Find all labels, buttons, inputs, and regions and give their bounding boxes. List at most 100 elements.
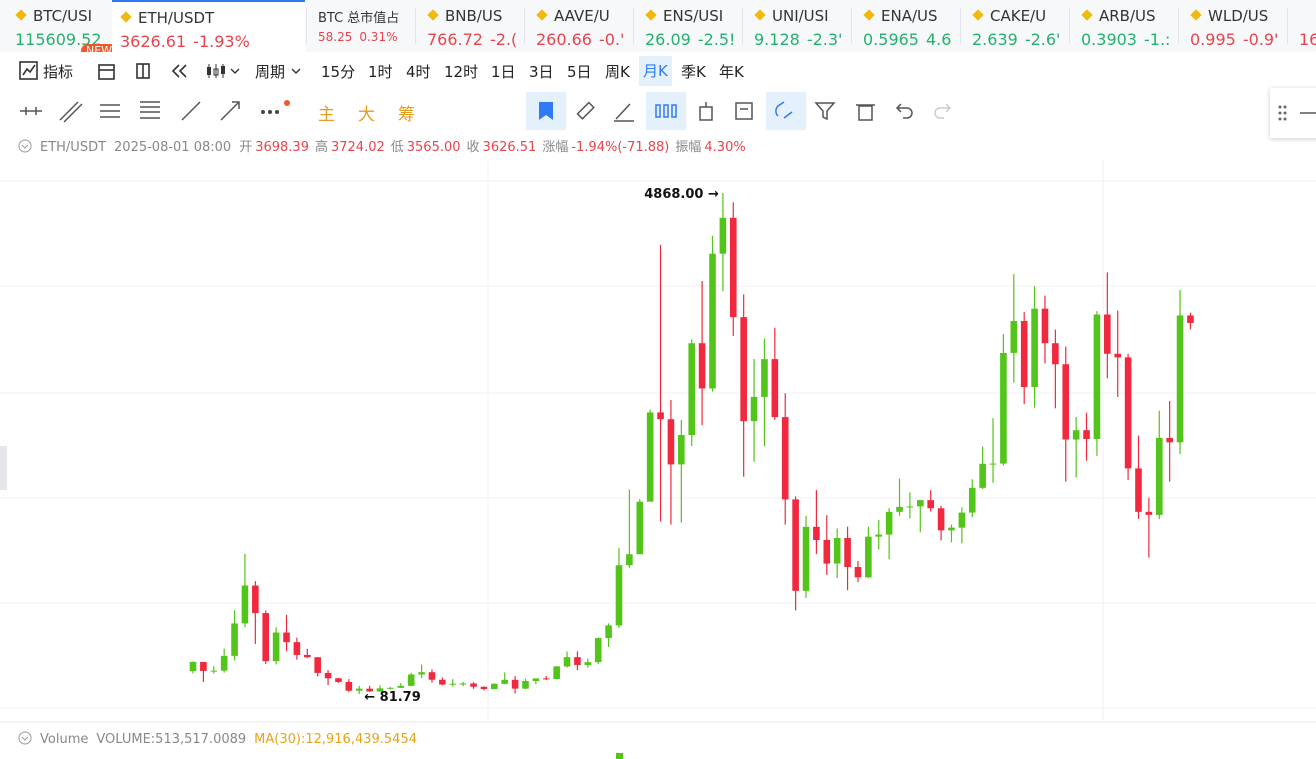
tool-arrow[interactable]: [220, 101, 240, 121]
candle-body: [636, 501, 644, 555]
ticker[interactable]: 16: [1291, 0, 1316, 52]
ticker[interactable]: ENA/US 0.5965 4.6: [855, 0, 963, 52]
collapse-icon[interactable]: [18, 731, 32, 745]
tool-pen[interactable]: [614, 103, 634, 122]
ticker-quote: 0.5965 4.6: [863, 30, 951, 49]
coin-icon: [120, 11, 132, 23]
info-symbol: ETH/USDT: [40, 140, 107, 155]
indicator-button[interactable]: 指标: [43, 63, 74, 81]
candle-body: [449, 683, 457, 685]
tool-more[interactable]: [261, 100, 290, 114]
period-button[interactable]: 年K: [719, 63, 744, 81]
ticker[interactable]: ETH/USDT 3626.61 -1.93%: [112, 0, 305, 52]
ticker[interactable]: UNI/USI 9.128 -2.3': [746, 0, 854, 52]
ticker[interactable]: WLD/US 0.995 -0.9': [1182, 0, 1290, 52]
candle-body: [667, 419, 675, 465]
candle-body: [896, 506, 903, 512]
candle-body: [439, 679, 446, 685]
candle-body: [491, 683, 498, 690]
info-value: 3698.39: [255, 140, 309, 155]
period-button[interactable]: 12时: [444, 63, 479, 81]
candle-body: [1000, 352, 1007, 464]
floating-panel[interactable]: [1270, 88, 1316, 138]
ticker-name: ENA/US: [881, 7, 938, 25]
tool-filter[interactable]: [814, 102, 836, 121]
candle-body: [397, 685, 405, 688]
volume-ma: MA(30):12,916,439.5454: [254, 732, 417, 747]
ticker-name: CAKE/U: [990, 7, 1047, 25]
candle-body: [605, 625, 612, 639]
overlay-button[interactable]: 大: [358, 105, 375, 125]
candle-body: [345, 681, 353, 691]
tool-redo[interactable]: [934, 103, 952, 119]
period-button[interactable]: 周K: [605, 63, 630, 81]
overlay-button[interactable]: 筹: [398, 105, 415, 125]
period-button[interactable]: 月K: [639, 56, 672, 86]
chart-type-icon[interactable]: [205, 61, 241, 81]
separator: [1178, 8, 1179, 44]
max-label: 4868.00: [644, 187, 703, 202]
ticker-quote: 0.3903 -1.:: [1081, 30, 1170, 49]
tool-parallel[interactable]: [59, 101, 83, 123]
candle-body: [189, 661, 197, 672]
tool-bookmark[interactable]: [539, 102, 553, 120]
rewind-icon[interactable]: [170, 61, 190, 81]
period-button[interactable]: 5日: [567, 63, 592, 81]
tool-note[interactable]: [735, 102, 753, 120]
overlay-button[interactable]: 主: [318, 105, 335, 125]
ticker[interactable]: CAKE/U 2.639 -2.6': [964, 0, 1072, 52]
period-button[interactable]: 3日: [529, 63, 554, 81]
candle-body: [771, 359, 779, 418]
tool-magnet[interactable]: [775, 101, 793, 119]
coin-icon: [536, 9, 548, 21]
ticker-price: 260.66: [536, 30, 592, 49]
tool-line[interactable]: [20, 107, 42, 115]
ticker-name: AAVE/U: [554, 7, 610, 25]
ticker[interactable]: ARB/US 0.3903 -1.:: [1073, 0, 1181, 52]
tool-ray[interactable]: [181, 101, 201, 121]
indicator-icon[interactable]: [19, 61, 39, 81]
split-icon[interactable]: [134, 61, 154, 81]
coin-icon: [972, 9, 984, 21]
ticker[interactable]: BTC 总市值占 58.25 0.31%: [310, 0, 418, 52]
candle-body: [865, 536, 872, 578]
ticker-change: -2.5!: [697, 30, 736, 49]
candle-body: [1093, 314, 1101, 439]
info-label: 振幅: [675, 140, 702, 155]
coin-icon: [863, 9, 875, 21]
tool-lock[interactable]: [699, 102, 713, 121]
ticker-change: 0.31%: [359, 30, 398, 44]
tool-delete[interactable]: [856, 104, 875, 121]
tool-candles[interactable]: [655, 104, 677, 118]
period-button[interactable]: 4时: [406, 63, 431, 81]
tool-fib[interactable]: [140, 101, 160, 119]
info-value: -1.94%(-71.88): [571, 140, 670, 155]
ticker[interactable]: ENS/USI 26.09 -2.5!: [637, 0, 745, 52]
period-button[interactable]: 1日: [491, 63, 516, 81]
info-label: 涨幅: [542, 140, 569, 155]
ticker-price: 0.3903: [1081, 30, 1137, 49]
ticker-quote: 16: [1299, 30, 1316, 49]
candle-body: [709, 253, 716, 389]
tool-undo[interactable]: [895, 103, 913, 119]
period-button[interactable]: 15分: [321, 63, 356, 81]
period-button[interactable]: 1时: [368, 63, 393, 81]
tool-ruler[interactable]: [576, 101, 595, 120]
ticker[interactable]: BTC/USI 115609.52 NEW: [7, 0, 115, 52]
layout-icon[interactable]: [97, 61, 117, 81]
candle-body: [262, 613, 270, 662]
candle-body: [303, 654, 311, 658]
ticker-quote: 2.639 -2.6': [972, 30, 1060, 49]
ticker[interactable]: BNB/US 766.72 -2.(: [419, 0, 527, 52]
collapse-icon[interactable]: [18, 139, 32, 153]
candle-body: [1062, 364, 1070, 440]
candle-body: [272, 632, 280, 662]
period-button[interactable]: 季K: [681, 63, 706, 81]
candle-body: [1114, 353, 1122, 358]
candle-body: [511, 679, 519, 689]
period-menu[interactable]: 周期: [255, 63, 286, 81]
ticker[interactable]: AAVE/U 260.66 -0.': [528, 0, 636, 52]
candle-body: [283, 632, 290, 643]
tool-hlines[interactable]: [100, 104, 120, 118]
volume-title: Volume: [40, 732, 89, 747]
